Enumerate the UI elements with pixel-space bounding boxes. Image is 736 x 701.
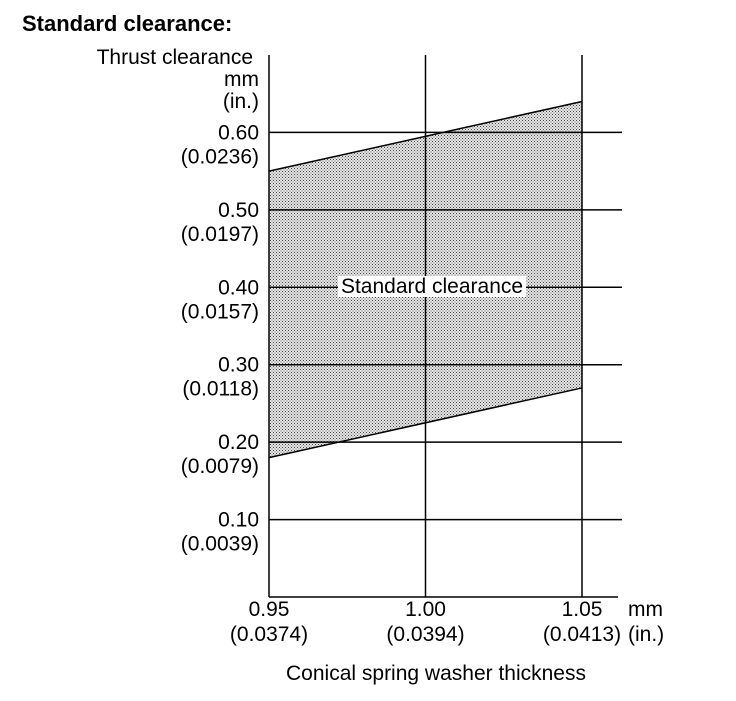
- y-axis-unit-in: (in.): [223, 90, 259, 113]
- y-tick-label: 0.40: [218, 276, 259, 299]
- y-tick-labels: 0.60(0.0236) 0.50(0.0197) 0.40(0.0157) 0.30…: [181, 121, 259, 555]
- y-tick-sublabel: (0.0039): [181, 533, 259, 556]
- y-tick-label: 0.20: [218, 431, 259, 454]
- band-label-background: [337, 276, 527, 297]
- y-tick-label: 0.60: [218, 121, 259, 144]
- y-tick-sublabel: (0.0157): [181, 300, 259, 323]
- chart-title: Standard clearance:: [22, 11, 232, 36]
- y-tick-sublabel: (0.0236): [181, 145, 259, 168]
- axes-layer: [268, 55, 618, 598]
- y-tick-label: 0.30: [218, 354, 259, 377]
- y-tick-sublabel: (0.0079): [181, 455, 259, 478]
- x-tick-sublabel: (0.0374): [230, 623, 308, 646]
- x-tick-sublabel: (0.0413): [543, 623, 621, 646]
- y-tick-sublabel: (0.0197): [181, 223, 259, 246]
- x-axis-title: Conical spring washer thickness: [286, 662, 586, 685]
- x-axis-unit-in: (in.): [628, 623, 664, 646]
- x-tick-sublabel: (0.0394): [386, 623, 464, 646]
- x-tick-label: 1.05: [562, 598, 603, 621]
- x-axis-unit-mm: mm: [628, 598, 663, 621]
- y-tick-label: 0.10: [218, 509, 259, 532]
- x-tick-label: 1.00: [405, 598, 446, 621]
- x-tick-label: 0.95: [249, 598, 290, 621]
- y-tick-sublabel: (0.0118): [182, 378, 259, 401]
- band-label: Standard clearance: [341, 275, 523, 298]
- y-axis-title: Thrust clearance: [97, 46, 253, 69]
- x-tick-labels: 0.95(0.0374) 1.00(0.0394) 1.05(0.0413): [230, 598, 621, 646]
- y-axis-unit-mm: mm: [224, 68, 259, 91]
- y-tick-label: 0.50: [218, 199, 259, 222]
